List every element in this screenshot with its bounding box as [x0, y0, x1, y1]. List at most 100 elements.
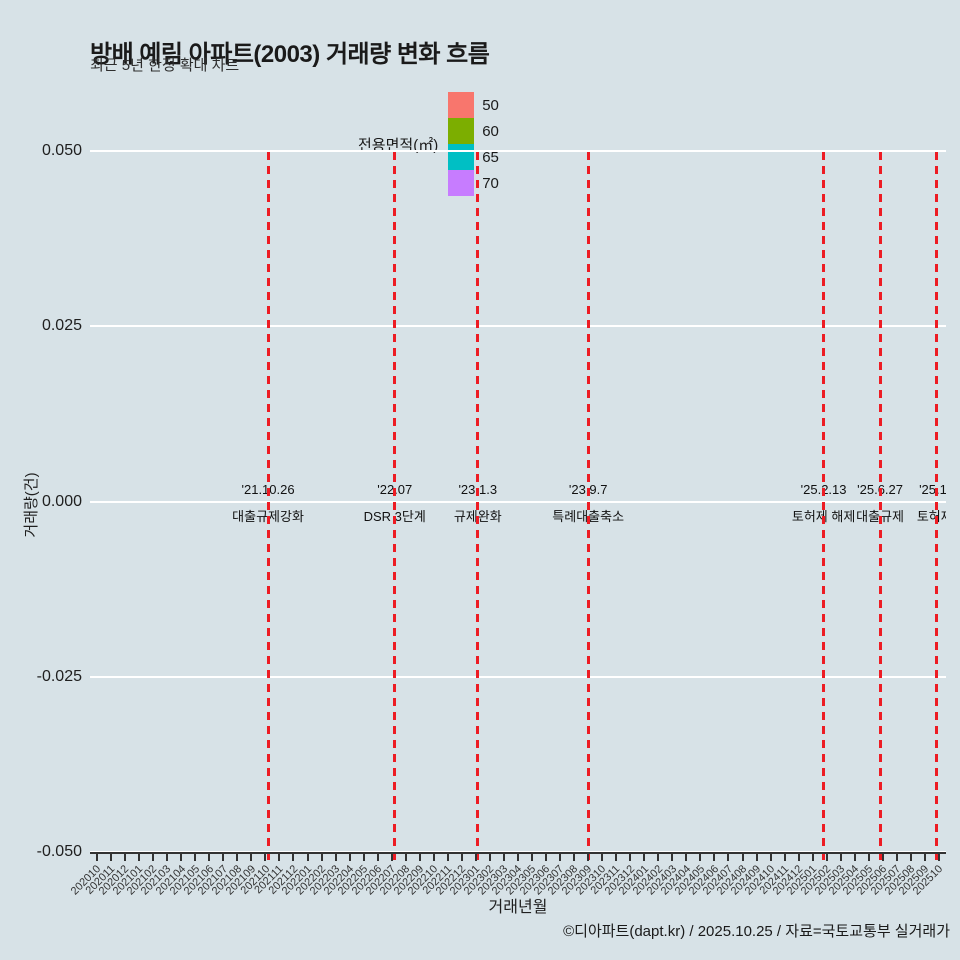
legend-swatch-65: [448, 144, 475, 170]
x-tick: [769, 854, 772, 861]
x-tick: [573, 854, 576, 861]
legend-label: 50: [482, 96, 499, 114]
legend-label: 70: [482, 174, 499, 192]
event-date: '25.2.13: [800, 482, 847, 497]
x-tick: [587, 854, 590, 861]
gridline-y-0.050: [90, 150, 946, 152]
x-tick: [166, 854, 169, 861]
event-label: 규제완화: [453, 509, 502, 524]
x-tick: [460, 854, 463, 861]
event-date: '25.6.27: [857, 482, 904, 497]
x-tick: [643, 854, 646, 861]
legend-label: 65: [482, 148, 499, 166]
legend-item-50: 50: [448, 92, 502, 118]
x-tick: [853, 854, 856, 861]
event-date: '23.9.7: [568, 482, 608, 497]
event-label: 토허제 해제: [791, 509, 856, 524]
x-tick: [783, 854, 786, 861]
x-tick: [278, 854, 281, 861]
x-tick: [250, 854, 253, 861]
event-date: '21.10.26: [241, 482, 295, 497]
legend-swatch-70: [448, 170, 475, 196]
x-tick: [264, 854, 267, 861]
event-label: DSR 3단계: [363, 509, 426, 524]
chart-title: 방배 예림 아파트(2003) 거래량 변화 흐름: [90, 41, 490, 69]
x-tick: [96, 854, 99, 861]
y-tick-label: -0.050: [36, 843, 82, 860]
legend-swatch-50: [448, 92, 475, 118]
y-tick-label: -0.025: [36, 667, 82, 685]
x-tick: [629, 854, 632, 861]
x-tick: [376, 854, 379, 861]
x-tick: [825, 854, 828, 861]
event-label: 대출규제강화: [232, 509, 304, 524]
legend-item-70: 70: [448, 170, 502, 196]
event-annotations: '21.10.26 대출규제강화 '22.07 DSR 3단계 '23.1.3 규제완화 '…: [90, 150, 946, 853]
x-tick: [867, 854, 870, 861]
event-date: '25.10: [919, 482, 946, 497]
x-axis-line: [90, 852, 946, 854]
x-tick: [110, 854, 113, 861]
x-tick: [432, 854, 435, 861]
x-tick: [222, 854, 225, 861]
x-axis-title: 거래년월: [488, 899, 548, 916]
x-tick: [390, 854, 393, 861]
chart-subtitle: 최근 5년 한정 확대 차트: [90, 57, 240, 74]
x-tick: [531, 854, 534, 861]
plot-area: '21.10.26 대출규제강화 '22.07 DSR 3단계 '23.1.3 규제완화 '…: [90, 150, 946, 853]
event-label: 토허제:: [916, 509, 946, 524]
x-tick: [138, 854, 141, 861]
gridline-y-0.025: [90, 325, 946, 328]
event-date: '23.1.3: [458, 482, 498, 497]
x-tick: [909, 854, 912, 861]
x-tick: [208, 854, 211, 861]
x-tick: [152, 854, 155, 861]
x-tick: [685, 854, 688, 861]
event-date: '22.07: [377, 482, 413, 497]
legend-items: 50 60 65 70: [448, 92, 511, 196]
x-tick: [699, 854, 702, 861]
event-label: 대출규제: [856, 509, 904, 524]
x-tick: [895, 854, 898, 861]
x-tick: [348, 854, 351, 861]
x-tick: [502, 854, 505, 861]
x-tick: [124, 854, 127, 861]
x-tick: [236, 854, 239, 861]
x-tick: [727, 854, 730, 861]
x-tick: [937, 854, 940, 861]
gridline-y-0.000: [90, 500, 946, 503]
x-tick: [418, 854, 421, 861]
legend: 전용면적(㎡) 50 60 65 70: [358, 92, 511, 196]
x-tick: [334, 854, 337, 861]
gridline-y--0.025: [90, 675, 946, 678]
x-tick: [306, 854, 309, 861]
x-tick: [404, 854, 407, 861]
legend-swatch-60: [448, 118, 475, 144]
x-tick: [839, 854, 842, 861]
x-tick: [881, 854, 884, 861]
legend-item-60: 60: [448, 118, 502, 144]
x-tick: [615, 854, 618, 861]
x-tick: [180, 854, 183, 861]
x-tick: [320, 854, 323, 861]
x-tick: [545, 854, 548, 861]
legend-title: 전용면적(㎡): [358, 136, 439, 154]
x-tick: [559, 854, 562, 861]
x-tick: [811, 854, 814, 861]
x-tick: [474, 854, 477, 861]
y-tick-label: 0.025: [41, 317, 82, 335]
y-tick-label: 0.000: [41, 492, 82, 510]
x-tick: [292, 854, 295, 861]
legend-item-65: 65: [448, 144, 502, 170]
x-tick: [713, 854, 716, 861]
x-tick: [755, 854, 758, 861]
x-tick: [797, 854, 800, 861]
x-tick: [194, 854, 197, 861]
x-tick: [923, 854, 926, 861]
x-tick: [446, 854, 449, 861]
y-tick-label: 0.050: [41, 142, 82, 159]
x-tick: [741, 854, 744, 861]
x-tick: [362, 854, 365, 861]
x-tick: [671, 854, 674, 861]
event-label: 특례대출축소: [552, 509, 625, 524]
